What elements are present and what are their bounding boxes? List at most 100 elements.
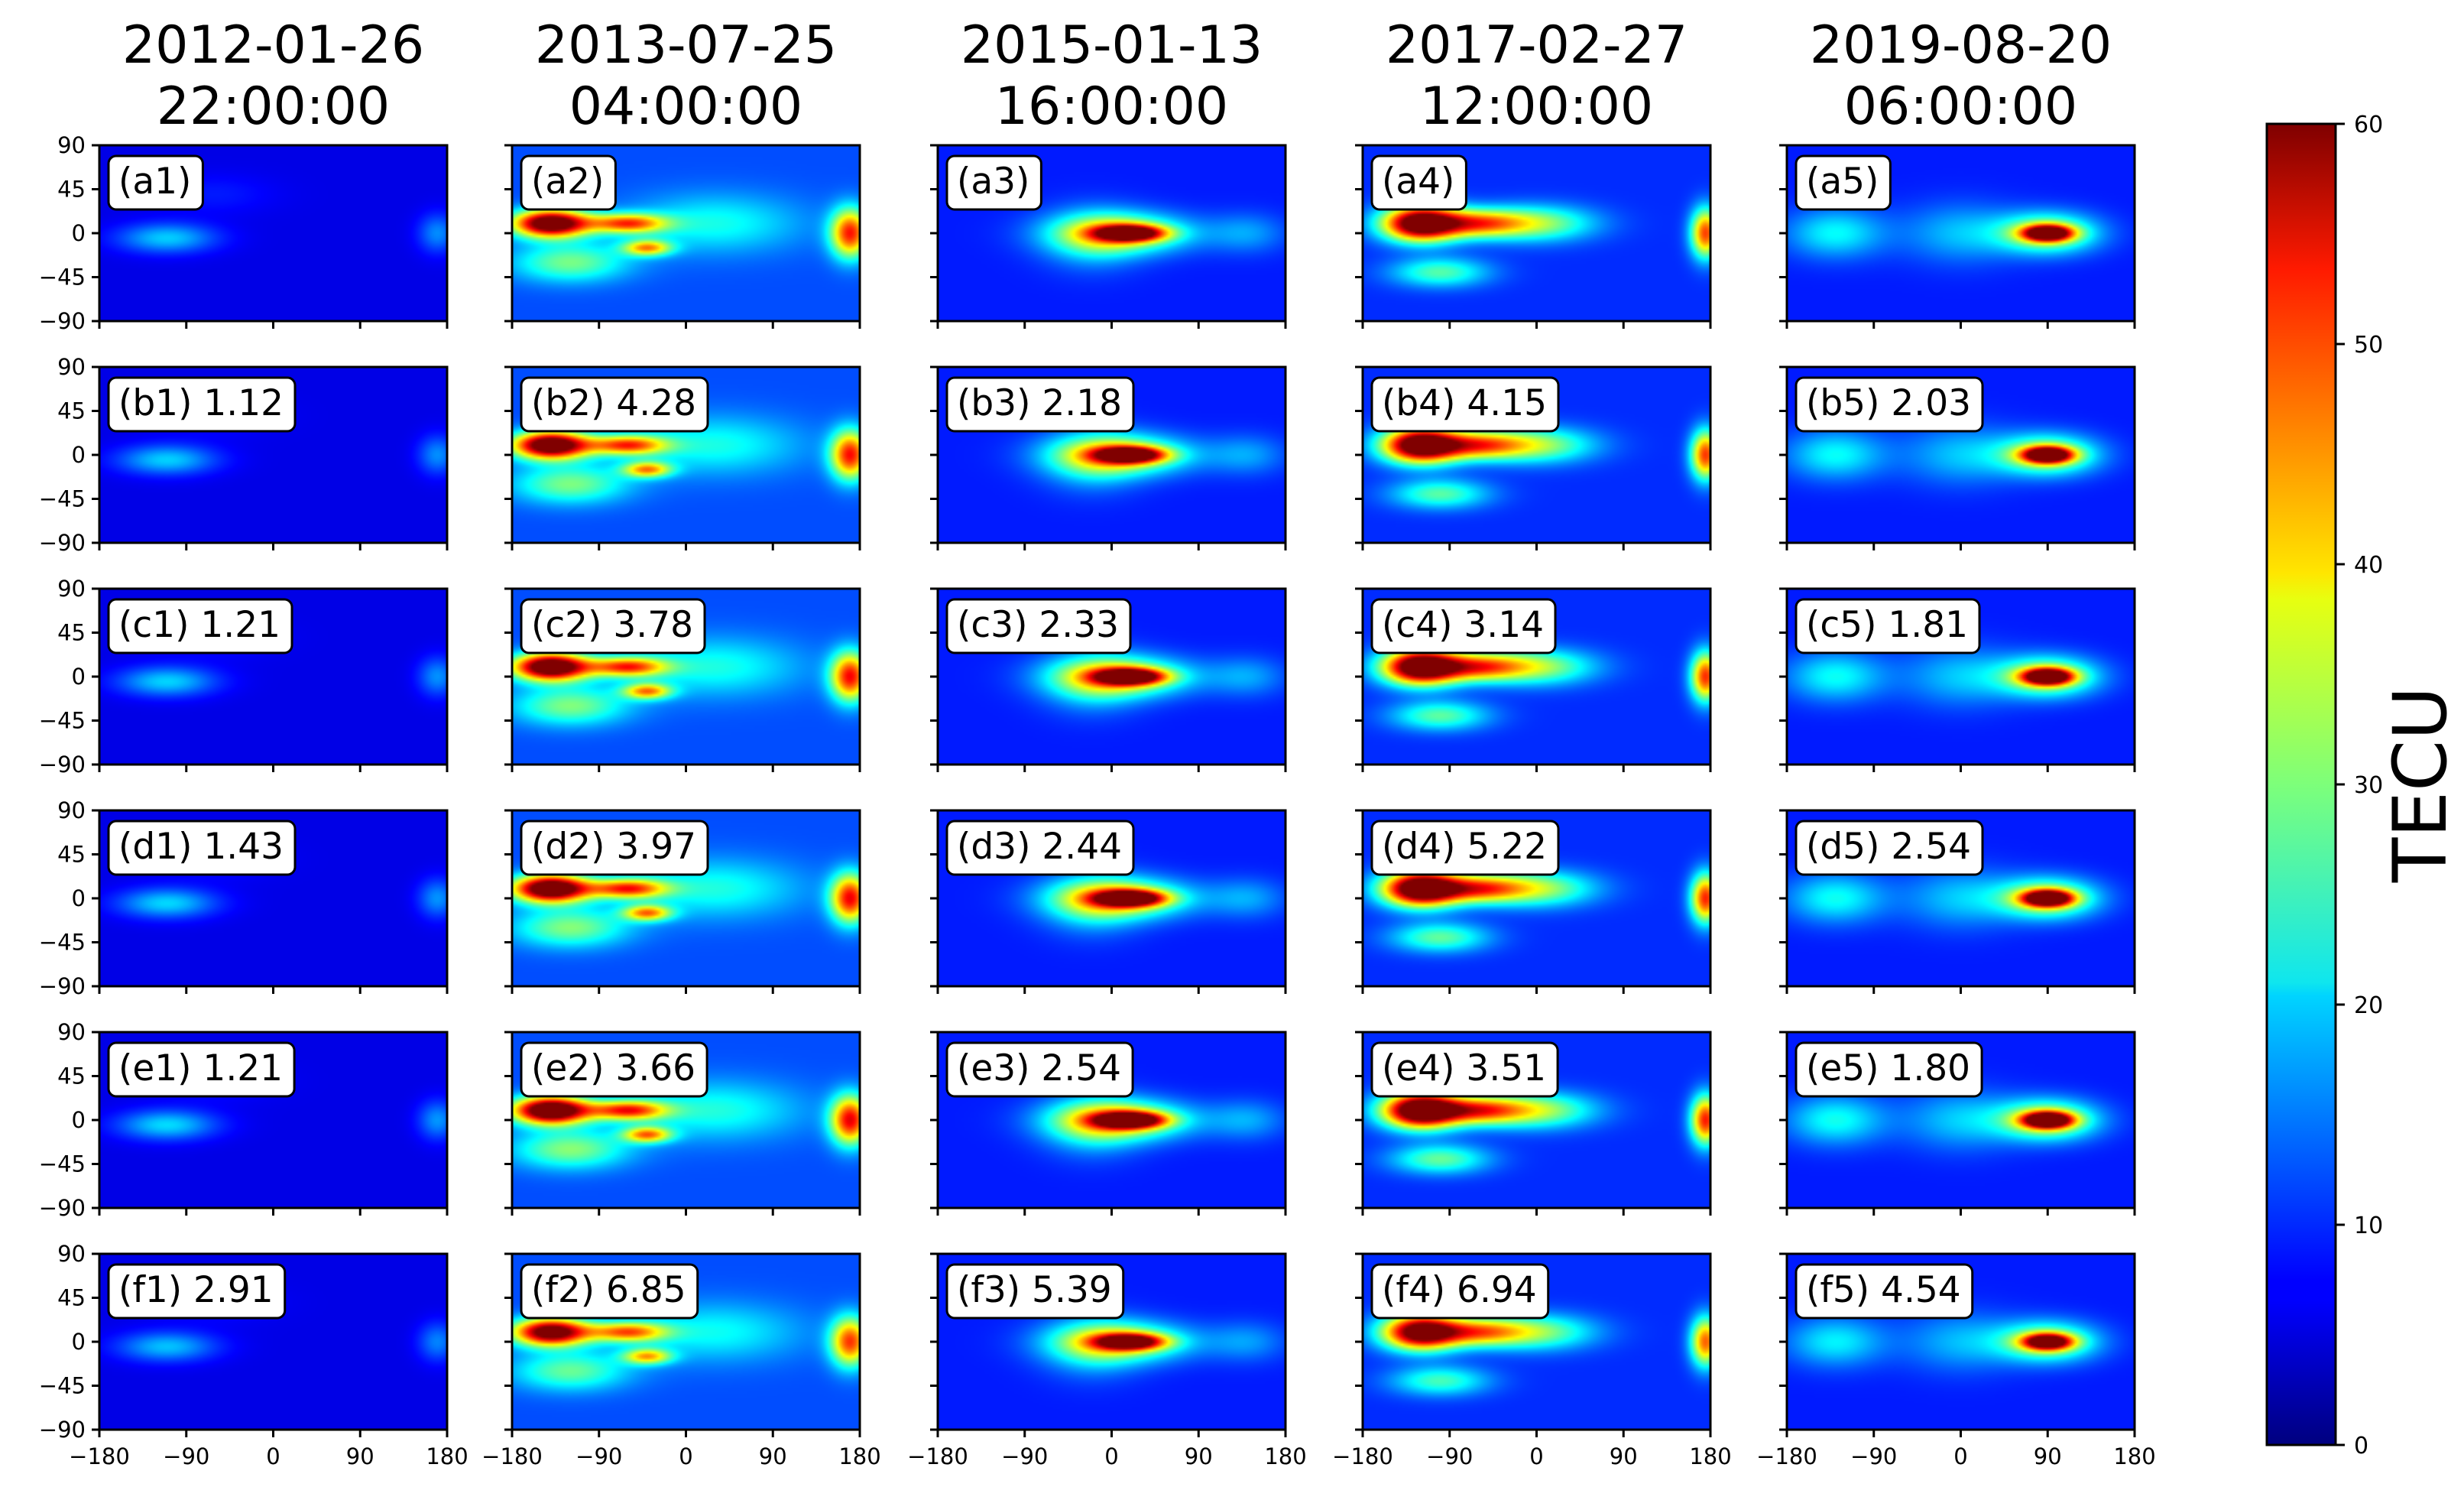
panel-label: (d2) 3.97 [531, 826, 696, 868]
panel-label: (a4) [1382, 161, 1454, 203]
panel-label-box [520, 820, 709, 876]
column-title-date: 2013-07-25 [535, 15, 837, 76]
heatmap-panel: 90 45 0 −45 −90 (d1) 1.43 [39, 797, 449, 999]
panel-label: (c1) 1.21 [118, 604, 280, 646]
panel-label: (e4) 3.51 [1382, 1047, 1546, 1089]
y-tick-label: −45 [39, 486, 86, 512]
x-tick-label: −90 [575, 1443, 622, 1469]
panel-label-box [107, 1263, 287, 1320]
heatmap-panel: 90 45 0 −45 −90 (b1) 1.12 [39, 354, 449, 556]
colorbar-tick-label: 60 [2354, 112, 2383, 138]
x-tick-label: 0 [266, 1443, 280, 1469]
panel-label-box [1370, 820, 1560, 876]
y-tick-label: −45 [39, 930, 86, 956]
panel-label-box [945, 1041, 1134, 1098]
column-title-time: 22:00:00 [157, 76, 390, 137]
y-tick-label: −45 [39, 1373, 86, 1399]
panel-label-box [520, 376, 709, 433]
column-title-date: 2012-01-26 [122, 15, 424, 76]
heatmap-panel: (b2) 4.28 [504, 365, 861, 550]
y-tick-label: 45 [57, 620, 86, 646]
heatmap-panel: −180 −90 0 90 180 (f2) 6.85 [481, 1252, 881, 1469]
heatmap-panel: (a5) [1779, 144, 2136, 329]
y-tick-label: 90 [57, 1019, 86, 1045]
panel-label: (b1) 1.12 [118, 382, 284, 424]
y-tick-label: 0 [72, 442, 86, 468]
colorbar: 0 10 20 30 40 50 60 TECU [2265, 112, 2463, 1459]
panel-label-box [1795, 376, 1984, 433]
y-tick-label: 0 [72, 1107, 86, 1133]
heatmap-panel: (b5) 2.03 [1779, 365, 2136, 550]
column-title-date: 2017-02-27 [1386, 15, 1688, 76]
heatmap-panel: (c4) 3.14 [1355, 587, 1712, 772]
x-tick-label: 0 [1953, 1443, 1967, 1469]
panel-label: (e3) 2.54 [957, 1047, 1121, 1089]
panel-label: (d4) 5.22 [1382, 826, 1547, 868]
panel-label: (f1) 2.91 [118, 1269, 274, 1311]
y-tick-label: 0 [72, 1329, 86, 1355]
y-tick-label: 45 [57, 398, 86, 424]
panel-label-box [1795, 154, 1892, 211]
panel-label: (e1) 1.21 [118, 1047, 283, 1089]
panel-label-box [1370, 598, 1557, 654]
panel-label-box [945, 598, 1132, 654]
panel-label-box [1795, 820, 1984, 876]
x-tick-label: −90 [163, 1443, 209, 1469]
y-tick-label: −90 [39, 308, 86, 334]
colorbar-gradient [2265, 122, 2337, 1446]
x-tick-label: 90 [1185, 1443, 1213, 1469]
colorbar-label: TECU [2378, 687, 2463, 884]
y-tick-label: −90 [39, 530, 86, 556]
panel-label: (d5) 2.54 [1806, 826, 1971, 868]
panel-label: (a3) [957, 161, 1029, 203]
colorbar-tick-label: 20 [2354, 992, 2383, 1019]
x-tick-label: 0 [1104, 1443, 1118, 1469]
heatmap-panel: (a2) [504, 144, 861, 329]
panel-label: (b2) 4.28 [531, 382, 696, 424]
heatmap-panel: (b4) 4.15 [1355, 365, 1712, 550]
y-tick-label: 45 [57, 842, 86, 868]
panel-label-box [1795, 1263, 1974, 1320]
y-tick-label: 45 [57, 1285, 86, 1311]
heatmap-panel: 90 45 0 −45 −90 (e1) 1.21 [39, 1019, 449, 1221]
panel-label-box [945, 154, 1042, 211]
panel-label: (b5) 2.03 [1806, 382, 1971, 424]
panel-label-box [520, 1263, 699, 1320]
panel-label: (f2) 6.85 [531, 1269, 686, 1311]
x-tick-label: 90 [759, 1443, 787, 1469]
x-tick-label: 180 [426, 1443, 468, 1469]
heatmap-panel: (c3) 2.33 [930, 587, 1287, 772]
heatmap-panel: (d3) 2.44 [930, 809, 1287, 994]
y-tick-label: −90 [39, 1417, 86, 1443]
panel-label-box [1795, 598, 1981, 654]
panel-label-box [520, 154, 617, 211]
x-tick-label: −180 [69, 1443, 130, 1469]
x-tick-label: 90 [1610, 1443, 1638, 1469]
colorbar-tick-label: 40 [2354, 552, 2383, 579]
heatmap-panel: (a3) [930, 144, 1287, 329]
x-tick-label: 180 [2113, 1443, 2155, 1469]
y-tick-label: 45 [57, 177, 86, 203]
x-tick-label: −90 [1850, 1443, 1897, 1469]
column-title-time: 12:00:00 [1420, 76, 1653, 137]
panel-label-box [1370, 376, 1560, 433]
x-tick-label: −90 [1001, 1443, 1048, 1469]
y-tick-label: −45 [39, 1151, 86, 1177]
colorbar-tick-label: 30 [2354, 772, 2383, 799]
panel-label: (f3) 5.39 [957, 1269, 1112, 1311]
column-title-date: 2015-01-13 [961, 15, 1263, 76]
colorbar-tick-label: 50 [2354, 332, 2383, 359]
panel-label: (a2) [531, 161, 604, 203]
x-tick-label: 90 [346, 1443, 374, 1469]
x-tick-label: 0 [1529, 1443, 1543, 1469]
heatmap-panel: (d4) 5.22 [1355, 809, 1712, 994]
panel-label-box [945, 820, 1135, 876]
panel-label: (b4) 4.15 [1382, 382, 1547, 424]
column-title-time: 16:00:00 [995, 76, 1228, 137]
column-title-time: 06:00:00 [1844, 76, 2077, 137]
panel-label-box [1795, 1041, 1983, 1098]
heatmap-panel: −180 −90 0 90 180 (f5) 4.54 [1756, 1252, 2156, 1469]
y-tick-label: 0 [72, 220, 86, 246]
